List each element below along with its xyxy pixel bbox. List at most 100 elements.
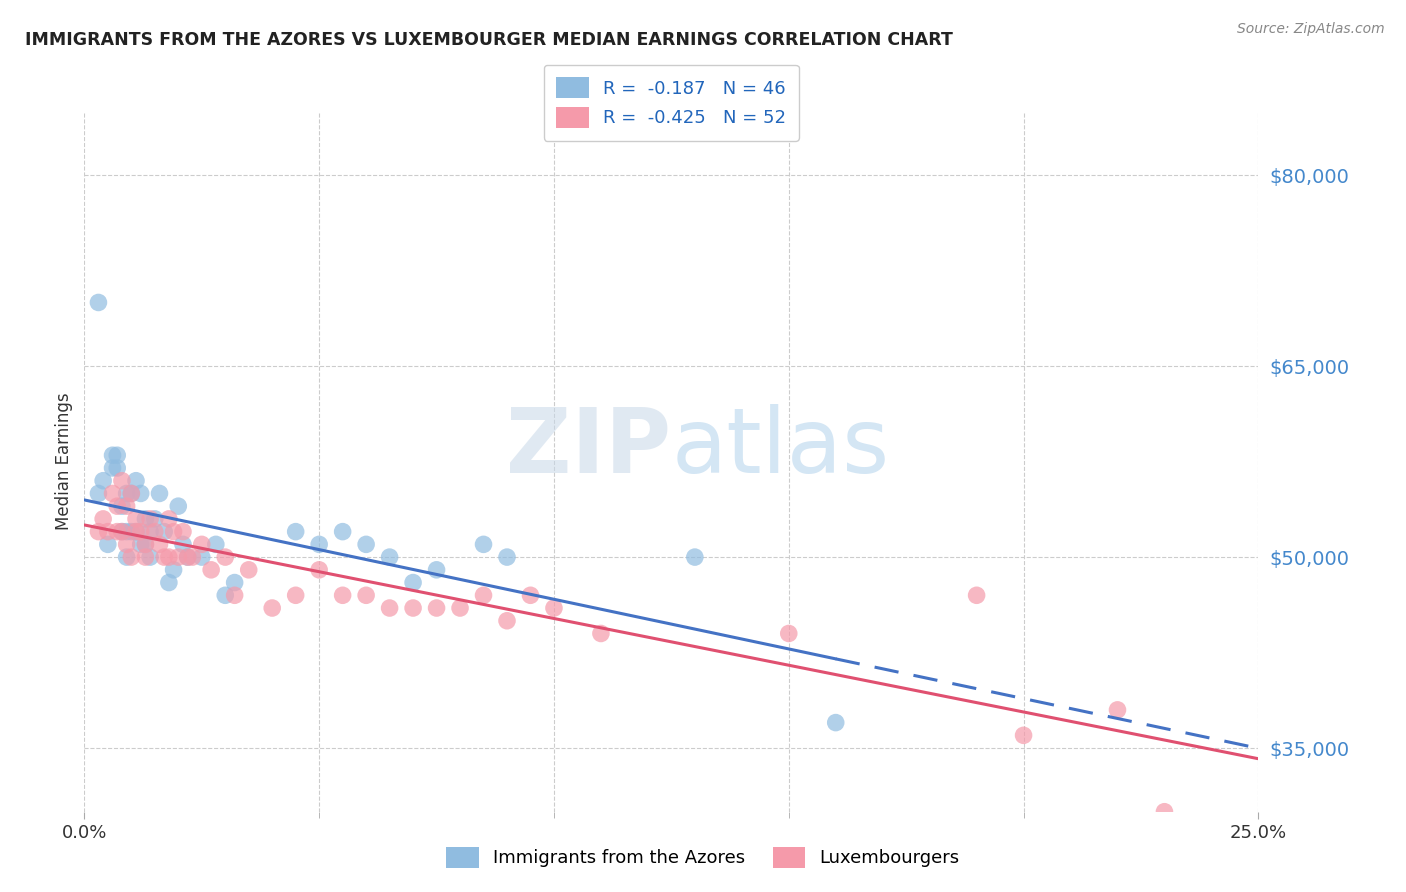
Point (139, 550, 162, 565)
Point (378, 601, 401, 615)
Point (966, 588, 988, 602)
Point (125, 524, 148, 539)
Point (153, 524, 176, 539)
Point (129, 486, 152, 500)
Point (1012, 728, 1035, 742)
Point (87, 524, 110, 539)
Point (157, 550, 180, 565)
Point (129, 537, 152, 551)
Point (139, 524, 162, 539)
Point (157, 512, 180, 526)
Point (354, 588, 377, 602)
Point (426, 563, 449, 577)
Point (172, 524, 194, 539)
Point (97, 524, 120, 539)
Point (284, 524, 307, 539)
Point (214, 588, 236, 602)
Point (143, 512, 166, 526)
Point (115, 550, 138, 565)
Point (167, 499, 190, 513)
Point (153, 550, 176, 565)
Point (134, 550, 156, 565)
Point (332, 524, 354, 539)
Point (402, 601, 425, 615)
Point (449, 601, 471, 615)
Point (125, 524, 148, 539)
Point (134, 537, 156, 551)
Point (111, 499, 134, 513)
Point (87, 295, 110, 310)
Point (224, 575, 246, 590)
Point (91, 512, 114, 526)
Point (176, 550, 198, 565)
Point (111, 474, 134, 488)
Point (148, 537, 170, 551)
Point (87, 486, 110, 500)
Point (308, 563, 330, 577)
Point (1153, 805, 1175, 819)
Text: atlas: atlas (672, 403, 890, 491)
Text: ZIP: ZIP (506, 403, 672, 491)
Point (683, 550, 706, 565)
Point (1107, 703, 1129, 717)
Point (778, 626, 800, 640)
Point (120, 524, 142, 539)
Point (308, 537, 330, 551)
Point (332, 588, 354, 602)
Text: IMMIGRANTS FROM THE AZORES VS LUXEMBOURGER MEDIAN EARNINGS CORRELATION CHART: IMMIGRANTS FROM THE AZORES VS LUXEMBOURG… (25, 31, 953, 49)
Point (543, 601, 565, 615)
Point (402, 575, 425, 590)
Text: Source: ZipAtlas.com: Source: ZipAtlas.com (1237, 22, 1385, 37)
Point (181, 550, 204, 565)
Point (589, 626, 612, 640)
Point (354, 537, 377, 551)
Point (143, 524, 166, 539)
Point (148, 486, 170, 500)
Point (97, 537, 120, 551)
Point (101, 461, 124, 475)
Point (101, 448, 124, 462)
Point (115, 537, 138, 551)
Point (472, 537, 495, 551)
Point (378, 550, 401, 565)
Point (496, 550, 519, 565)
Point (120, 486, 142, 500)
Legend: Immigrants from the Azores, Luxembourgers: Immigrants from the Azores, Luxembourger… (436, 836, 970, 879)
Point (125, 474, 148, 488)
Point (105, 461, 128, 475)
Point (167, 550, 190, 565)
Point (105, 499, 128, 513)
Point (172, 537, 194, 551)
Point (191, 550, 214, 565)
Point (115, 486, 138, 500)
Point (134, 512, 156, 526)
Point (120, 550, 142, 565)
Point (205, 537, 228, 551)
Point (200, 563, 222, 577)
Point (129, 524, 152, 539)
Point (115, 499, 138, 513)
Legend: R =  -0.187   N = 46, R =  -0.425   N = 52: R = -0.187 N = 46, R = -0.425 N = 52 (544, 64, 799, 141)
Point (262, 601, 284, 615)
Point (120, 486, 142, 500)
Point (284, 588, 307, 602)
Point (157, 575, 180, 590)
Point (162, 524, 184, 539)
Point (238, 563, 260, 577)
Point (105, 524, 128, 539)
Y-axis label: Median Earnings: Median Earnings (55, 392, 73, 531)
Point (101, 486, 124, 500)
Point (139, 512, 162, 526)
Point (105, 448, 128, 462)
Point (191, 537, 214, 551)
Point (111, 524, 134, 539)
Point (115, 524, 138, 539)
Point (426, 601, 449, 615)
Point (224, 588, 246, 602)
Point (824, 715, 846, 730)
Point (134, 537, 156, 551)
Point (519, 588, 541, 602)
Point (214, 550, 236, 565)
Point (125, 512, 148, 526)
Point (162, 563, 184, 577)
